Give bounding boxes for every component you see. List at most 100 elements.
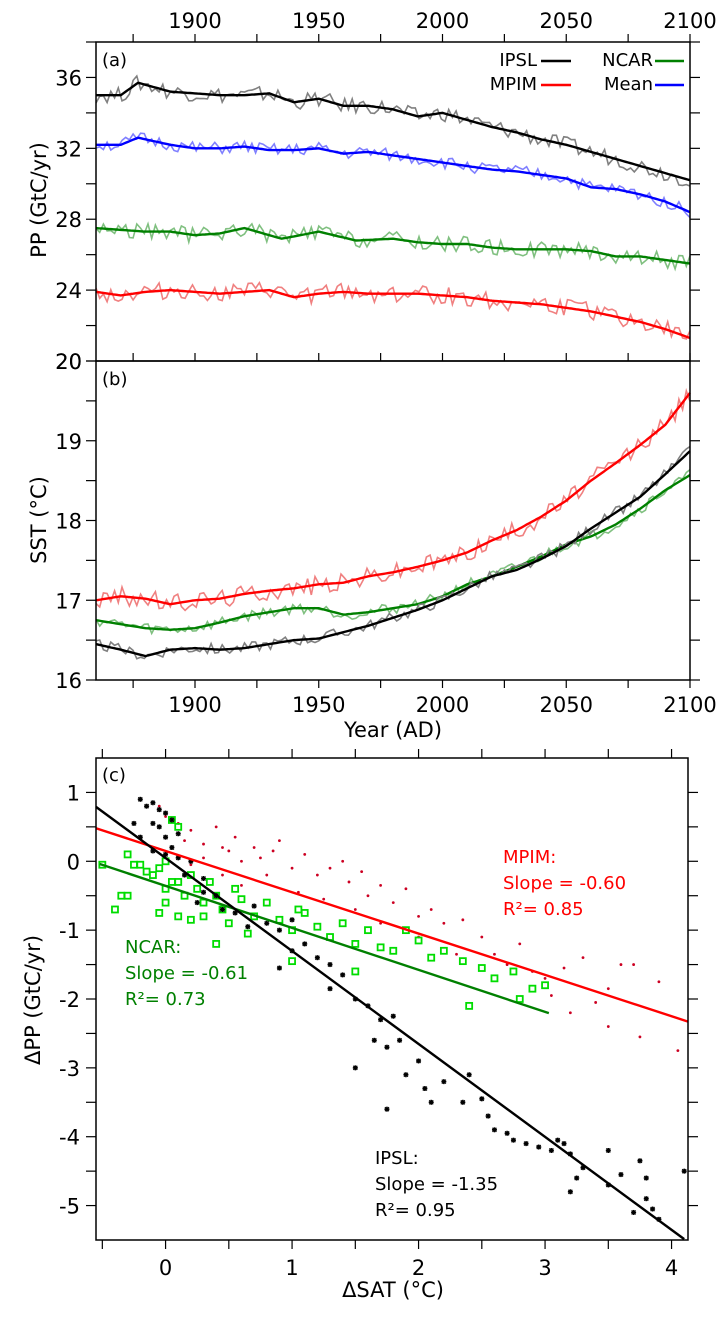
point-mpim <box>240 883 243 887</box>
point-ipsl <box>169 817 175 823</box>
point-ncar <box>389 946 398 955</box>
annotation-ncar-title: NCAR: <box>125 937 181 958</box>
point-mpim <box>360 870 364 874</box>
panel-a-label: (a) <box>102 50 127 71</box>
point-mpim <box>379 883 383 887</box>
point-ipsl <box>194 900 200 906</box>
point-ncar <box>161 898 170 907</box>
x-tick-label: 1950 <box>292 693 345 717</box>
point-ipsl <box>156 807 162 813</box>
point-ipsl <box>169 845 175 851</box>
y-tick-label: 28 <box>55 208 82 232</box>
point-ncar <box>490 974 499 983</box>
point-mpim <box>347 880 351 884</box>
point-ipsl <box>643 1196 649 1202</box>
point-ncar <box>351 967 360 976</box>
raw-line-mpim <box>95 387 691 612</box>
point-ncar <box>174 878 183 886</box>
point-mpim <box>353 908 357 911</box>
point-ipsl <box>555 1137 561 1143</box>
point-ncar <box>199 912 208 921</box>
raw-line-ncar <box>95 221 691 272</box>
point-mpim <box>632 963 636 966</box>
legend: IPSL NCAR MPIM Mean <box>490 50 684 95</box>
point-ipsl <box>416 1058 422 1064</box>
point-ipsl <box>327 986 333 992</box>
point-mpim <box>455 952 458 956</box>
x-tick-label: 2050 <box>540 693 593 717</box>
point-mpim <box>227 849 231 853</box>
point-ipsl <box>491 1127 497 1133</box>
point-ipsl <box>428 1099 434 1105</box>
point-ipsl <box>536 1144 542 1150</box>
point-mpim <box>240 859 243 863</box>
point-ipsl <box>422 1086 428 1092</box>
point-ipsl <box>251 903 257 909</box>
point-mpim <box>606 987 610 991</box>
point-ncar <box>262 898 271 907</box>
point-mpim <box>265 873 269 877</box>
point-ipsl <box>403 1072 409 1078</box>
point-mpim <box>480 935 484 939</box>
point-ipsl <box>384 1044 390 1050</box>
point-ncar <box>167 816 176 824</box>
point-mpim <box>543 976 547 980</box>
point-mpim <box>442 921 446 925</box>
point-mpim <box>638 1035 642 1039</box>
point-mpim <box>202 856 205 860</box>
annotation-ipsl-slope: Slope = -1.35 <box>375 1174 498 1195</box>
panel-b-sst-timeseries: 16 17 18 19 20 1900 1950 2000 2050 2100 (b) SST (… <box>27 350 717 742</box>
x-tick-label: 1900 <box>168 693 221 717</box>
point-ncar <box>439 946 448 955</box>
panel-c-xlabel: ΔSAT (°C) <box>342 1278 444 1302</box>
panel-c-ylabel: ΔPP (GtC/yr) <box>21 935 45 1065</box>
point-ipsl <box>371 1037 377 1043</box>
point-ncar <box>528 984 537 993</box>
legend-label-ncar: NCAR <box>602 50 653 71</box>
point-ipsl <box>219 906 225 912</box>
point-mpim <box>322 897 326 901</box>
point-mpim <box>518 942 522 946</box>
point-ncar <box>351 940 360 948</box>
point-mpim <box>594 1001 598 1004</box>
point-ncar <box>167 878 176 886</box>
point-ipsl <box>276 927 282 933</box>
smooth-line-mpim <box>95 288 691 340</box>
point-mpim <box>202 842 205 846</box>
point-ipsl <box>650 1206 656 1212</box>
annotation-ipsl-r2: R²= 0.95 <box>375 1200 456 1221</box>
panel-a-ylabel: PP (GtC/yr) <box>27 142 51 258</box>
y-tick-label: 24 <box>55 279 82 303</box>
point-ipsl <box>466 1072 472 1078</box>
point-ncar <box>465 1001 474 1010</box>
y-tick-label: 0 <box>67 850 80 874</box>
point-mpim <box>391 901 395 904</box>
point-ipsl <box>523 1141 529 1147</box>
point-ncar <box>136 860 145 869</box>
point-mpim <box>233 835 237 839</box>
x-tick-label: 2000 <box>416 693 469 717</box>
point-mpim <box>183 839 186 843</box>
point-ncar <box>111 905 119 914</box>
point-ipsl <box>605 1147 611 1153</box>
point-ncar <box>338 919 347 928</box>
point-ncar <box>123 891 132 900</box>
point-ipsl <box>156 824 162 830</box>
point-ipsl <box>390 1013 396 1019</box>
point-mpim <box>619 963 623 966</box>
point-ncar <box>427 953 436 962</box>
point-ncar <box>364 926 372 935</box>
point-ncar <box>155 864 164 873</box>
point-mpim <box>221 846 224 849</box>
point-ncar <box>515 995 524 1003</box>
annotation-mpim: MPIM: Slope = -0.60 R²= 0.85 <box>503 847 626 920</box>
point-ipsl <box>163 810 169 816</box>
fit-line-ipsl <box>95 805 685 1241</box>
point-ipsl <box>485 1113 491 1119</box>
annotation-ipsl: IPSL: Slope = -1.35 R²= 0.95 <box>375 1148 498 1221</box>
x-tick-label-top: 2050 <box>540 9 593 33</box>
point-mpim <box>303 853 307 856</box>
point-ncar <box>294 905 303 914</box>
point-ncar <box>243 929 252 938</box>
